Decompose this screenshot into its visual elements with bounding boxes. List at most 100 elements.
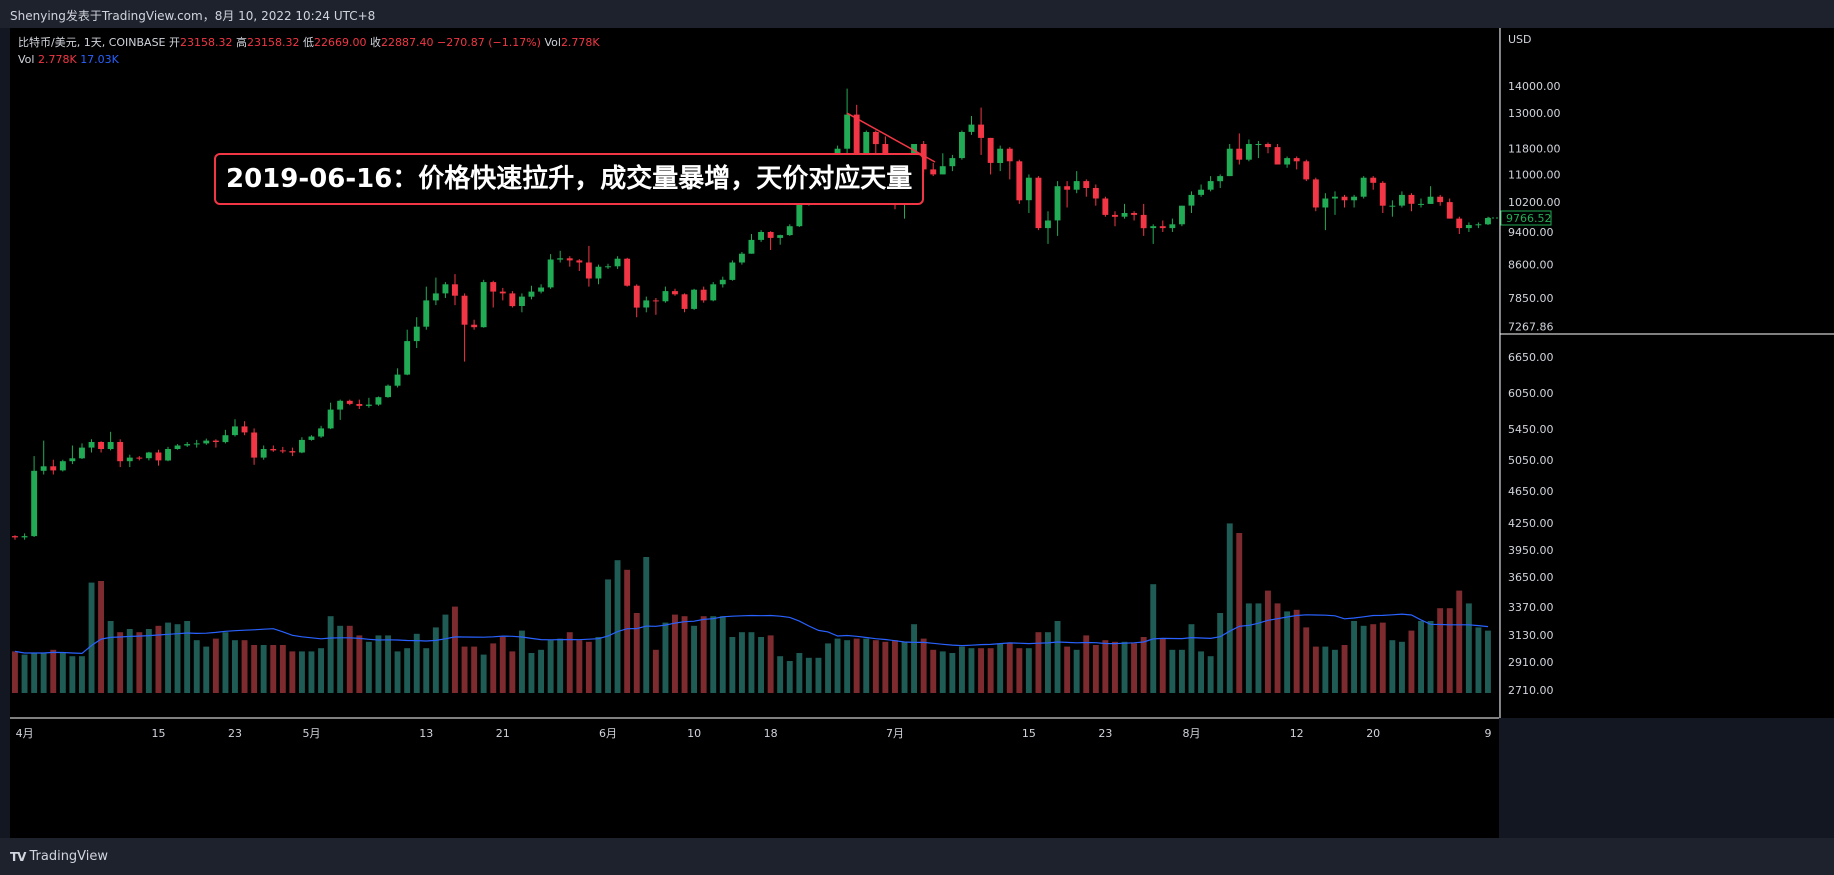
volume-bar bbox=[624, 569, 631, 693]
volume-bar bbox=[59, 653, 66, 693]
candle bbox=[365, 397, 372, 408]
volume-bar bbox=[901, 641, 908, 693]
legend-symbol[interactable]: 比特币/美元, 1天, COINBASE bbox=[18, 36, 166, 49]
legend-low-label: 低 bbox=[303, 36, 315, 49]
candle-body bbox=[365, 404, 372, 406]
candle-body bbox=[739, 253, 745, 263]
axis-corner bbox=[1500, 718, 1834, 838]
candle bbox=[939, 153, 946, 175]
candle bbox=[1054, 181, 1061, 236]
volume-bar bbox=[1016, 648, 1023, 693]
candle-body bbox=[1399, 194, 1405, 206]
volume-bar bbox=[1265, 590, 1271, 693]
volume-bar bbox=[834, 638, 841, 693]
volume-bar bbox=[1054, 621, 1061, 693]
volume-bar bbox=[232, 640, 238, 693]
candle bbox=[21, 533, 28, 540]
volume-bar bbox=[920, 638, 927, 693]
time-axis-background bbox=[10, 718, 1499, 838]
volume-bar bbox=[1006, 643, 1013, 693]
time-tick-label: 21 bbox=[496, 727, 510, 740]
volume-bar bbox=[1303, 627, 1310, 693]
volume-bar bbox=[872, 640, 879, 693]
volume-bar bbox=[165, 622, 171, 693]
candle bbox=[959, 130, 965, 160]
candle bbox=[968, 116, 975, 135]
candle bbox=[691, 288, 697, 310]
volume-bar bbox=[432, 627, 439, 693]
candle-body bbox=[1169, 224, 1176, 229]
candle bbox=[1226, 144, 1233, 177]
candle bbox=[1073, 171, 1080, 194]
volume-bar bbox=[471, 646, 478, 693]
volume-bar bbox=[184, 621, 191, 693]
volume-bar bbox=[1236, 533, 1243, 693]
volume-bar bbox=[739, 632, 745, 693]
time-tick-label: 6月 bbox=[599, 727, 617, 740]
volume-bar bbox=[1064, 646, 1071, 693]
annotation-callout[interactable]: 2019-06-16：价格快速拉升，成交量暴增，天价对应天量 bbox=[214, 153, 925, 205]
candle-body bbox=[691, 289, 697, 309]
candle-body bbox=[289, 451, 296, 453]
candle-body bbox=[308, 436, 315, 440]
tradingview-brand[interactable]: TV TradingView bbox=[10, 849, 108, 864]
volume-bar bbox=[691, 625, 697, 693]
tradingview-logo-icon: TV bbox=[10, 849, 27, 864]
price-chart[interactable]: 14000.00 13000.00 11800.00 11000.00 10200.00… bbox=[10, 28, 1834, 838]
volume-bar bbox=[193, 640, 200, 693]
candle bbox=[777, 234, 784, 245]
candle-body bbox=[327, 409, 334, 429]
volume-bar bbox=[1245, 603, 1252, 693]
legend-volume-value: 2.778K bbox=[37, 53, 77, 66]
time-tick-label: 23 bbox=[1098, 727, 1112, 740]
volume-bar bbox=[308, 651, 315, 693]
candle-body bbox=[624, 258, 631, 286]
legend-volume-label[interactable]: Vol bbox=[18, 53, 35, 66]
candle-body bbox=[59, 461, 66, 471]
time-axis-labels: 4月 15 23 5月 13 21 6月 10 18 7月 15 23 8月 12 20 9 bbox=[16, 727, 1492, 740]
candle bbox=[299, 437, 305, 454]
candle-body bbox=[232, 426, 238, 436]
candle-body bbox=[12, 536, 18, 538]
candle bbox=[356, 399, 363, 409]
volume-bar bbox=[662, 622, 669, 693]
candle bbox=[1064, 181, 1071, 208]
candle-body bbox=[432, 293, 439, 301]
candle-body bbox=[652, 300, 659, 302]
volume-bar bbox=[1293, 609, 1300, 693]
time-tick-label: 4月 bbox=[16, 727, 34, 740]
candle bbox=[997, 145, 1004, 172]
candle-body bbox=[241, 426, 248, 433]
candle bbox=[193, 439, 200, 448]
legend-change-value: −270.87 (−1.17%) bbox=[437, 36, 541, 49]
candle-body bbox=[1131, 213, 1137, 215]
candle bbox=[1274, 144, 1281, 165]
candle-body bbox=[174, 445, 181, 449]
candle bbox=[844, 88, 851, 155]
candle-body bbox=[844, 114, 851, 149]
volume-bar bbox=[968, 648, 975, 693]
candle-body bbox=[279, 450, 286, 452]
volume-bar bbox=[1073, 649, 1080, 693]
volume-bar bbox=[117, 632, 124, 693]
volume-bar bbox=[1389, 640, 1396, 693]
candle bbox=[1025, 174, 1032, 213]
candle-body bbox=[299, 439, 305, 453]
candle-body bbox=[1217, 176, 1224, 182]
price-tick-label: 3950.00 bbox=[1508, 544, 1554, 557]
volume-bar bbox=[126, 629, 133, 693]
volume-bar bbox=[710, 616, 717, 693]
candle-body bbox=[126, 457, 133, 462]
candle bbox=[88, 439, 95, 453]
volume-bar bbox=[777, 656, 784, 693]
candle-body bbox=[193, 443, 200, 445]
candle bbox=[1379, 181, 1386, 213]
candle bbox=[1131, 211, 1137, 221]
candle bbox=[107, 431, 114, 451]
candle-body bbox=[452, 284, 458, 296]
candle bbox=[375, 396, 382, 406]
candle bbox=[260, 445, 267, 460]
volume-bar bbox=[585, 641, 592, 693]
legend-high-value: 23158.32 bbox=[247, 36, 300, 49]
candle bbox=[385, 384, 391, 398]
